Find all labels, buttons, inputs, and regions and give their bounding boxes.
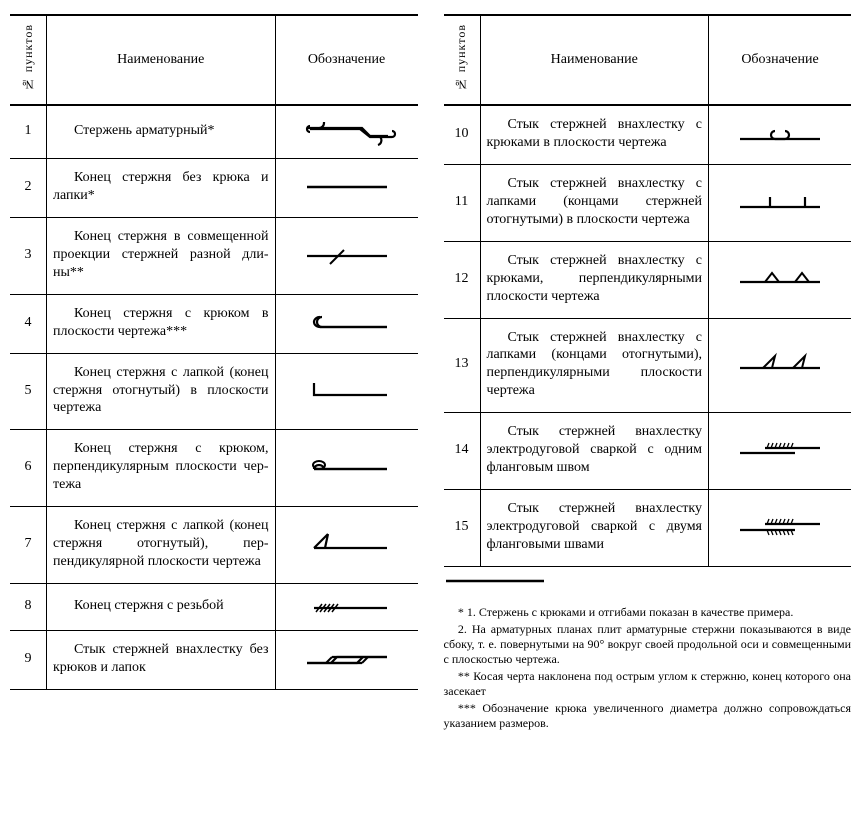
table-row: 12 Стык стержней вна­хлестку с крюками, …: [444, 241, 852, 318]
row-name: Конец стержня в со­вмещенной проекции ст…: [47, 218, 276, 295]
row-symbol: [709, 105, 852, 164]
header-name: Наименование: [47, 15, 276, 105]
footnote-text: *** Обозначение крюка увеличенного диаме…: [444, 701, 852, 731]
row-num: 4: [10, 294, 47, 353]
row-name: Стык стержней вна­хлестку электро­дугово…: [480, 489, 709, 566]
header-name: Наименование: [480, 15, 709, 105]
row-symbol: [275, 218, 418, 295]
row-symbol: [709, 489, 852, 566]
row-num: 10: [444, 105, 481, 164]
row-symbol: [709, 318, 852, 413]
bent-end-perp-icon: [292, 530, 402, 558]
row-symbol: [275, 294, 418, 353]
row-symbol: [709, 241, 852, 318]
footnote-divider: [444, 567, 852, 591]
table-row: 11 Стык стержней вна­хлестку с лапками (…: [444, 165, 852, 242]
row-num: 2: [10, 159, 47, 218]
lap-weld-double-icon: [725, 512, 835, 542]
table-row: 14 Стык стержней вна­хлестку электродуго…: [444, 413, 852, 490]
table-row: 10 Стык стержней вна­хлестку с крюками в…: [444, 105, 852, 164]
row-name: Конец стержня с резьбой: [47, 583, 276, 630]
row-num: 9: [10, 630, 47, 689]
row-num: 5: [10, 353, 47, 430]
threaded-end-icon: [292, 594, 402, 618]
row-name: Стержень арматур­ный*: [47, 105, 276, 159]
row-name: Стык стержней вна­хлестку с лапками (кон…: [480, 318, 709, 413]
row-name: Конец стержня с крюком в плоскости черте…: [47, 294, 276, 353]
lap-bent-inplane-icon: [725, 189, 835, 215]
row-num: 3: [10, 218, 47, 295]
plain-end-icon: [292, 177, 402, 197]
table-row: 7 Конец стержня с лапкой (конец стерж­ня…: [10, 507, 418, 584]
row-name: Конец стержня с лапкой (конец стержня от…: [47, 353, 276, 430]
footnote-text: * 1. Стержень с крюками и отгибами показ…: [444, 605, 852, 620]
row-num: 7: [10, 507, 47, 584]
hook-perp-icon: [292, 455, 402, 479]
row-name: Конец стержня без крюка и лапки*: [47, 159, 276, 218]
row-name: Стык стержней вна­хлестку без крюков и л…: [47, 630, 276, 689]
row-symbol: [275, 430, 418, 507]
table-row: 5 Конец стержня с лапкой (конец стержня …: [10, 353, 418, 430]
row-name: Стык стержней вна­хлестку с лапками (кон…: [480, 165, 709, 242]
row-symbol: [275, 105, 418, 159]
row-num: 11: [444, 165, 481, 242]
row-name: Конец стержня с лапкой (конец стерж­ня о…: [47, 507, 276, 584]
right-column: № пунктов Наименование Обозначение 10 Ст…: [444, 14, 852, 733]
row-name: Стык стержней вна­хлестку с крюками в пл…: [480, 105, 709, 164]
header-num: № пунктов: [10, 15, 47, 105]
table-row: 8 Конец стержня с резьбой: [10, 583, 418, 630]
lap-weld-single-icon: [725, 437, 835, 463]
lap-bent-perp-icon: [725, 350, 835, 378]
table-row: 4 Конец стержня с крюком в плоскости чер…: [10, 294, 418, 353]
header-num: № пунктов: [444, 15, 481, 105]
row-num: 8: [10, 583, 47, 630]
table-row: 6 Конец стержня с крюком, перпендику­ляр…: [10, 430, 418, 507]
table-row: 15 Стык стержней вна­хлестку электро­дуг…: [444, 489, 852, 566]
row-name: Стык стержней вна­хлестку электродуго­во…: [480, 413, 709, 490]
row-symbol: [709, 413, 852, 490]
row-symbol: [275, 583, 418, 630]
row-num: 6: [10, 430, 47, 507]
hook-inplane-icon: [292, 311, 402, 335]
table-row: 2 Конец стержня без крюка и лапки*: [10, 159, 418, 218]
lap-hooks-perp-icon: [725, 266, 835, 292]
row-symbol: [275, 507, 418, 584]
header-symbol: Обозначение: [709, 15, 852, 105]
symbols-table-right: № пунктов Наименование Обозначение 10 Ст…: [444, 14, 852, 567]
footnote-text: 2. На арматурных планах плит арматурные …: [444, 622, 852, 667]
table-row: 3 Конец стержня в со­вмещенной проекции …: [10, 218, 418, 295]
row-num: 1: [10, 105, 47, 159]
row-num: 13: [444, 318, 481, 413]
symbols-table-left: № пунктов Наименование Обозначение 1 Сте…: [10, 14, 418, 690]
row-name: Стык стержней вна­хлестку с крюками, пер…: [480, 241, 709, 318]
row-symbol: [275, 630, 418, 689]
diff-length-icon: [292, 242, 402, 268]
row-symbol: [275, 353, 418, 430]
left-column: № пунктов Наименование Обозначение 1 Сте…: [10, 14, 418, 690]
table-row: 1 Стержень арматур­ный*: [10, 105, 418, 159]
footnote-text: ** Косая черта наклонена под острым угло…: [444, 669, 852, 699]
footnotes: * 1. Стержень с крюками и отгибами показ…: [444, 605, 852, 731]
row-num: 12: [444, 241, 481, 318]
table-row: 9 Стык стержней вна­хлестку без крюков и…: [10, 630, 418, 689]
lap-plain-icon: [292, 647, 402, 671]
row-num: 14: [444, 413, 481, 490]
row-name: Конец стержня с крюком, перпендику­лярны…: [47, 430, 276, 507]
table-row: 13 Стык стержней вна­хлестку с лапками (…: [444, 318, 852, 413]
bent-end-inplane-icon: [292, 377, 402, 403]
header-symbol: Обозначение: [275, 15, 418, 105]
rebar-bar-icon: [292, 116, 402, 146]
row-symbol: [709, 165, 852, 242]
lap-hooks-inplane-icon: [725, 121, 835, 147]
row-symbol: [275, 159, 418, 218]
row-num: 15: [444, 489, 481, 566]
